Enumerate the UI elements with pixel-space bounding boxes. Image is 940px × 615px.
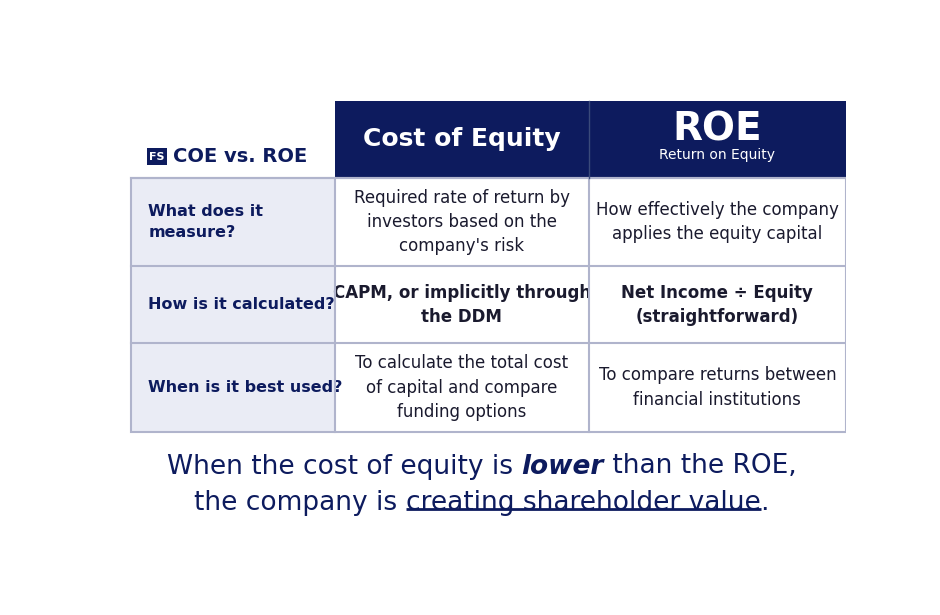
Text: ROE: ROE	[672, 110, 762, 148]
Bar	[588, 178, 846, 266]
Bar	[147, 148, 167, 165]
Bar	[588, 343, 846, 432]
Bar	[335, 343, 588, 432]
Text: than the ROE,: than the ROE,	[603, 453, 796, 480]
Text: What does it
measure?: What does it measure?	[149, 204, 263, 240]
Bar	[132, 266, 335, 343]
Text: When the cost of equity is: When the cost of equity is	[167, 453, 522, 480]
Text: Return on Equity: Return on Equity	[659, 148, 776, 162]
Text: the company is: the company is	[195, 490, 406, 516]
Text: creating shareholder value: creating shareholder value	[406, 490, 760, 516]
Bar	[132, 178, 846, 432]
Bar	[132, 101, 335, 178]
Bar	[335, 266, 588, 343]
Bar	[335, 178, 588, 266]
Text: .: .	[760, 490, 769, 516]
Bar	[588, 101, 846, 178]
Text: To calculate the total cost
of capital and compare
funding options: To calculate the total cost of capital a…	[355, 354, 568, 421]
Bar	[132, 178, 335, 266]
Text: lower: lower	[522, 453, 603, 480]
Text: Net Income ÷ Equity
(straightforward): Net Income ÷ Equity (straightforward)	[621, 284, 813, 326]
Text: Required rate of return by
investors based on the
company's risk: Required rate of return by investors bas…	[353, 189, 570, 255]
Text: How effectively the company
applies the equity capital: How effectively the company applies the …	[596, 201, 838, 243]
Bar	[335, 101, 588, 178]
Text: Cost of Equity: Cost of Equity	[363, 127, 560, 151]
Text: COE vs. ROE: COE vs. ROE	[173, 148, 306, 167]
Text: When is it best used?: When is it best used?	[149, 380, 343, 395]
Text: CAPM, or implicitly through
the DDM: CAPM, or implicitly through the DDM	[333, 284, 590, 326]
Text: How is it calculated?: How is it calculated?	[149, 297, 336, 312]
Text: FS: FS	[149, 152, 164, 162]
Text: To compare returns between
financial institutions: To compare returns between financial ins…	[599, 367, 837, 409]
Bar	[588, 266, 846, 343]
Bar	[132, 343, 335, 432]
